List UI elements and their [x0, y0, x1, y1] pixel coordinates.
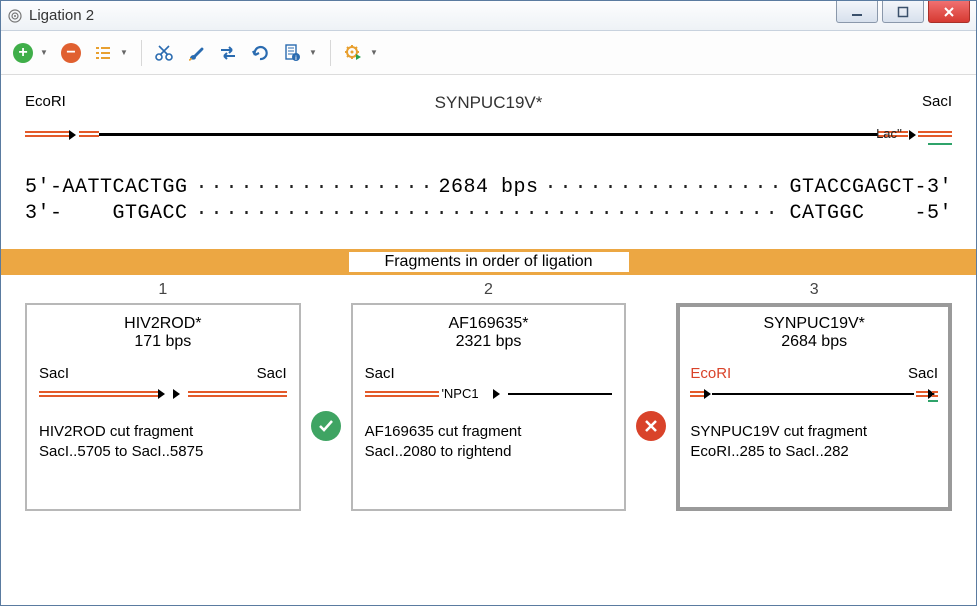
fragment-column: 1 HIV2ROD* 171 bps SacI SacI HIV2ROD cut…	[25, 281, 301, 511]
fragment-number: 1	[25, 281, 301, 299]
fragment-card-selected[interactable]: SYNPUC19V* 2684 bps EcoRI SacI SYNPUC19V…	[676, 303, 952, 511]
brush-button[interactable]	[182, 39, 210, 67]
document-button[interactable]: i	[278, 39, 306, 67]
fragment-desc-2: SacI..2080 to rightend	[365, 442, 613, 462]
add-dropdown[interactable]: ▼	[39, 48, 49, 57]
fragment-enzyme-left-warn: EcoRI	[690, 365, 731, 382]
titlebar: Ligation 2	[1, 1, 976, 31]
canvas: EcoRI SYNPUC19V* SacI Lac'' 5'-AATTCACTG…	[1, 75, 976, 521]
fragment-desc-1: HIV2ROD cut fragment	[39, 422, 287, 442]
right-enzyme-label: SacI	[922, 93, 952, 110]
plus-icon: +	[13, 43, 33, 63]
fragments-header-bar: Fragments in order of ligation	[1, 249, 976, 275]
app-icon	[7, 8, 23, 24]
fragment-name: HIV2ROD*	[39, 315, 287, 333]
fragment-enzyme-right: SacI	[908, 365, 938, 382]
minus-icon: −	[61, 43, 81, 63]
fragment-column: 2 AF169635* 2321 bps SacI 'NPC1 AF169635…	[351, 281, 627, 511]
seq-size: 2684 bps	[433, 175, 545, 201]
toolbar-separator	[141, 40, 142, 66]
document-dropdown[interactable]: ▼	[308, 48, 318, 57]
options-button[interactable]	[89, 39, 117, 67]
lac-feature-label: Lac''	[876, 126, 902, 141]
toolbar: + ▼ − ▼	[1, 31, 976, 75]
fragment-desc-2: EcoRI..285 to SacI..282	[690, 442, 938, 462]
add-button[interactable]: +	[9, 39, 37, 67]
close-button[interactable]	[928, 1, 970, 23]
gear-run-icon	[343, 43, 363, 63]
seq-bot-right: CATGGC -5'	[789, 201, 952, 227]
plasmid-map-track: Lac''	[25, 129, 952, 155]
fragment-size: 171 bps	[39, 333, 287, 351]
fragments-row: 1 HIV2ROD* 171 bps SacI SacI HIV2ROD cut…	[25, 281, 952, 511]
fragment-size: 2684 bps	[690, 333, 938, 351]
fragment-track	[39, 386, 287, 404]
fragment-column: 3 SYNPUC19V* 2684 bps EcoRI SacI SYN	[676, 281, 952, 511]
fragment-card[interactable]: AF169635* 2321 bps SacI 'NPC1 AF169635 c…	[351, 303, 627, 511]
fragment-card[interactable]: HIV2ROD* 171 bps SacI SacI HIV2ROD cut f…	[25, 303, 301, 511]
track-tail	[928, 143, 952, 145]
fragment-name: AF169635*	[365, 315, 613, 333]
fragment-enzyme-left: SacI	[365, 365, 395, 382]
settings-dropdown[interactable]: ▼	[369, 48, 379, 57]
sequence-block: 5'-AATTCACTGG ··························…	[25, 175, 952, 227]
seq-top-left: 5'-AATTCACTGG	[25, 175, 188, 201]
fragment-size: 2321 bps	[365, 333, 613, 351]
swap-icon	[218, 43, 238, 63]
fragments-header-label: Fragments in order of ligation	[349, 252, 629, 272]
scissors-icon	[154, 43, 174, 63]
check-icon	[317, 417, 335, 435]
fragment-enzyme-right: SacI	[257, 365, 287, 382]
toolbar-separator-2	[330, 40, 331, 66]
fragment-track	[690, 386, 938, 404]
seq-bot-left: 3'- GTGACC	[25, 201, 188, 227]
fragment-enzyme-left: SacI	[39, 365, 69, 382]
remove-button[interactable]: −	[57, 39, 85, 67]
fragment-desc-1: SYNPUC19V cut fragment	[690, 422, 938, 442]
undo-button[interactable]	[246, 39, 274, 67]
swap-button[interactable]	[214, 39, 242, 67]
ligation-status-ok	[311, 411, 341, 441]
window-title: Ligation 2	[29, 7, 836, 24]
fragment-number: 3	[676, 281, 952, 299]
fragment-track: 'NPC1	[365, 386, 613, 404]
plasmid-name: SYNPUC19V*	[25, 93, 952, 113]
maximize-button[interactable]	[882, 1, 924, 23]
fragment-name: SYNPUC19V*	[690, 315, 938, 333]
options-dropdown[interactable]: ▼	[119, 48, 129, 57]
fragment-number: 2	[351, 281, 627, 299]
brush-icon	[186, 43, 206, 63]
cut-button[interactable]	[150, 39, 178, 67]
fragment-desc-1: AF169635 cut fragment	[365, 422, 613, 442]
x-icon	[643, 418, 659, 434]
document-info-icon: i	[282, 43, 302, 63]
plasmid-header: EcoRI SYNPUC19V* SacI	[25, 93, 952, 115]
seq-top-right: GTACCGAGCT-3'	[789, 175, 952, 201]
ligation-status-bad	[636, 411, 666, 441]
undo-icon	[250, 43, 270, 63]
fragment-desc-2: SacI..5705 to SacI..5875	[39, 442, 287, 462]
minimize-button[interactable]	[836, 1, 878, 23]
list-icon	[94, 44, 112, 62]
window-controls	[836, 1, 976, 30]
fragment-mid-feature: 'NPC1	[441, 386, 478, 401]
settings-button[interactable]	[339, 39, 367, 67]
